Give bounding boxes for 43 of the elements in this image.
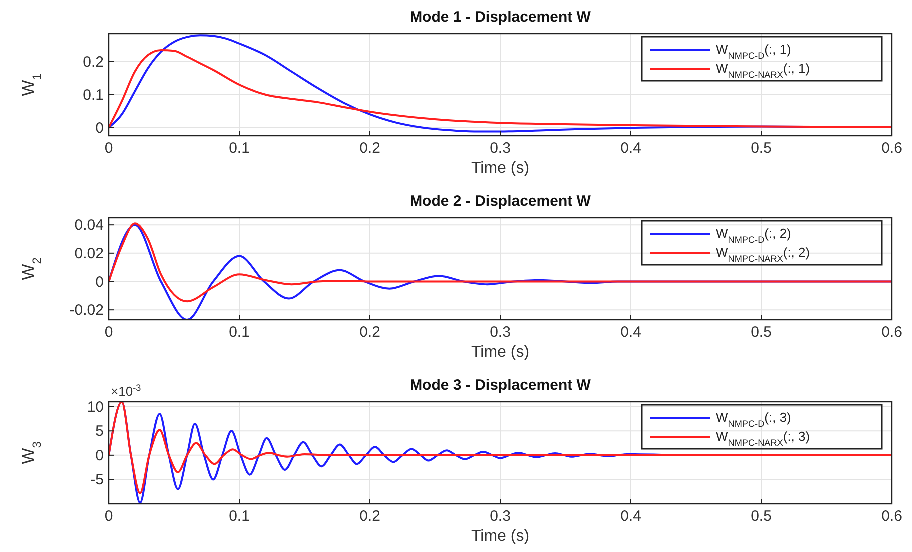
- legend-label: W$_{NMPC-NARX}$(:, 1): [716, 61, 810, 80]
- y-tick-label: 0.2: [83, 54, 104, 71]
- x-tick-label: 0.1: [229, 508, 250, 525]
- x-tick-label: 0.6: [882, 140, 902, 157]
- x-tick-label: 0.4: [620, 140, 642, 157]
- x-tick-label: 0.3: [490, 508, 511, 525]
- x-tick-label: 0.6: [882, 324, 902, 341]
- x-axis-title: Time (s): [471, 344, 530, 361]
- chart-title: Mode 3 - Displacement W: [410, 377, 592, 394]
- x-tick-label: 0.5: [751, 140, 772, 157]
- y-tick-label: 0.04: [74, 217, 104, 234]
- x-axis-title: Time (s): [471, 160, 530, 177]
- y-tick-label: 0: [96, 447, 104, 464]
- line-series: [109, 222, 892, 303]
- x-tick-label: 0.2: [360, 508, 380, 525]
- x-tick-label: 0.2: [360, 140, 380, 157]
- text: ×10$^{-3}$: [111, 383, 142, 399]
- legend-label: W$_{NMPC-NARX}$(:, 3): [716, 429, 810, 448]
- y-tick-label: -0.02: [70, 302, 104, 320]
- legend-label: W$_{NMPC-NARX}$(:, 2): [716, 245, 810, 264]
- x-tick-label: 0.5: [751, 508, 772, 525]
- x-tick-label: 0.2: [360, 324, 380, 341]
- y-tick-label: 5: [96, 423, 104, 440]
- chart-title: Mode 2 - Displacement W: [410, 193, 592, 210]
- x-tick-label: 0.3: [490, 140, 511, 157]
- x-tick-label: 0.3: [490, 324, 511, 341]
- legend-label: W$_{NMPC-D}$(:, 2): [716, 226, 792, 245]
- x-tick-label: 0.4: [620, 324, 642, 341]
- y-tick-label: -5: [90, 472, 104, 489]
- x-tick-label: 0.5: [751, 324, 772, 341]
- x-tick-label: 0.4: [620, 508, 642, 525]
- y-tick-label: 0.02: [74, 245, 104, 262]
- x-tick-label: 0.6: [882, 508, 902, 525]
- x-tick-label: 0.1: [229, 140, 250, 157]
- y-tick-label: 0: [96, 120, 104, 137]
- x-tick-label: 0.1: [229, 324, 250, 341]
- legend-label: W$_{NMPC-D}$(:, 1): [716, 42, 792, 61]
- legend-label: W$_{NMPC-D}$(:, 3): [716, 410, 792, 429]
- y-tick-label: 0.1: [83, 86, 104, 104]
- y-tick-label: 0: [96, 274, 104, 291]
- chart-title: Mode 1 - Displacement W: [410, 9, 592, 26]
- y-tick-label: 10: [87, 398, 104, 416]
- x-axis-title: Time (s): [471, 528, 530, 545]
